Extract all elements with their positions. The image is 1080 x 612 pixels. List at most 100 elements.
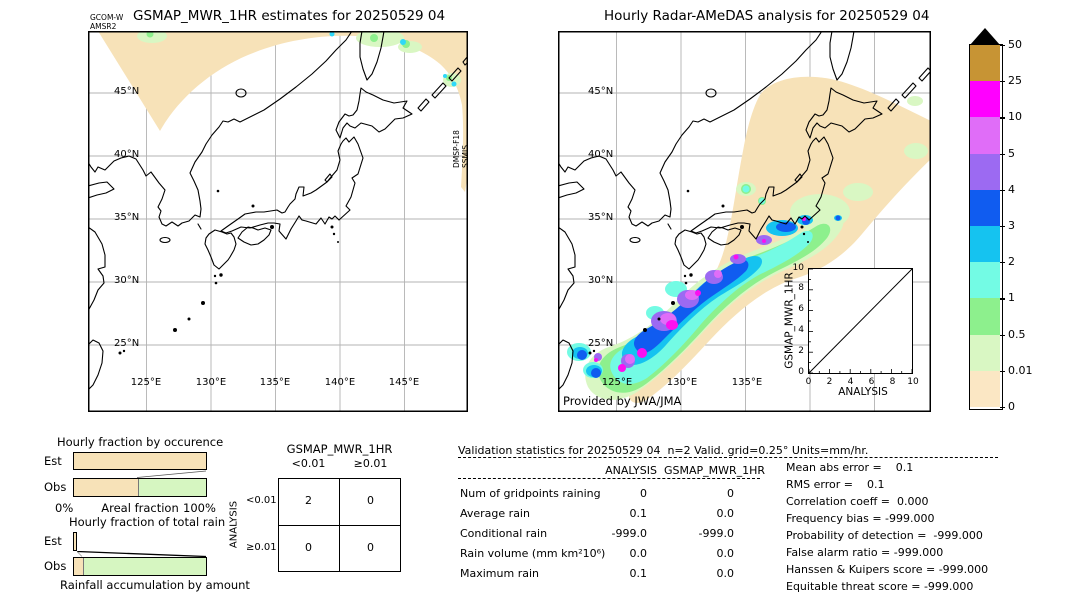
colorbar-seg-1-2 — [970, 262, 1000, 299]
stats-row-gsmap-value: -999.0 — [698, 527, 734, 540]
inset-xtick-4: 4 — [847, 377, 854, 387]
contingency-cell-11: 0 — [367, 541, 374, 554]
colorbar-seg-05-1 — [970, 298, 1000, 335]
inset-xtick-6: 6 — [868, 377, 875, 387]
inset-ytick-4: 4 — [798, 325, 804, 335]
inset-xtick-10: 10 — [907, 377, 919, 387]
occurrence-obs-label: Obs — [44, 480, 67, 494]
stats-row-label: Rain volume (mm km²10⁶) — [460, 547, 606, 560]
totalrain-caption: Rainfall accumulation by amount — [60, 578, 250, 592]
colorbar-label-3: 3 — [1008, 219, 1015, 232]
stats-divider-top — [458, 457, 998, 458]
colorbar-label-1: 1 — [1008, 291, 1015, 305]
left-lon-label-135: 135°E — [259, 377, 291, 388]
occurrence-chart-title: Hourly fraction by occurence — [57, 435, 224, 449]
stats-score-line: Equitable threat score = -999.000 — [786, 580, 974, 593]
right-lat-label-25: 25°N — [588, 338, 614, 349]
contingency-row-label-ge: ≥0.01 — [246, 542, 277, 553]
colorbar-label-25: 25 — [1008, 74, 1022, 88]
stats-row-gsmap-value: 0.0 — [716, 547, 735, 560]
colorbar-seg-10-25 — [970, 81, 1000, 118]
occurrence-est-label: Est — [44, 454, 62, 468]
colorbar-overflow-triangle — [970, 28, 1000, 45]
occurrence-est-bar — [73, 452, 207, 470]
right-lon-label-125: 125°E — [601, 377, 633, 388]
right-map-title: Hourly Radar-AMeDAS analysis for 2025052… — [604, 8, 930, 24]
inset-xtick-8: 8 — [889, 377, 896, 387]
left-lon-label-125: 125°E — [130, 377, 162, 388]
totalrain-est-label: Est — [44, 534, 62, 548]
inset-xtick-0: 0 — [805, 377, 812, 387]
stats-row-analysis-value: 0 — [640, 487, 647, 500]
colorbar-label-001: 0.01 — [1008, 363, 1033, 377]
colorbar-seg-2-3 — [970, 226, 1000, 263]
stats-score-line: False alarm ratio = -999.000 — [786, 546, 944, 559]
inset-xtick-2: 2 — [826, 377, 833, 387]
stats-col-gsmap: GSMAP_MWR_1HR — [664, 464, 766, 477]
colorbar-label-10: 10 — [1008, 110, 1022, 124]
inset-ylabel: GSMAP_MWR_1HR — [783, 272, 796, 369]
left-lat-label-45: 45°N — [114, 86, 140, 97]
stats-row-gsmap-value: 0 — [727, 487, 734, 500]
totalrain-obs-label: Obs — [44, 559, 67, 573]
left-lat-label-30: 30°N — [114, 275, 140, 286]
right-map-rain-field — [567, 76, 931, 403]
occurrence-x-right: 100% — [183, 501, 216, 515]
inset-ytick-8: 8 — [798, 283, 804, 293]
stats-row-analysis-value: -999.0 — [611, 527, 647, 540]
colorbar-seg-5-10 — [970, 117, 1000, 154]
edge-sensor-line1: DMSP-F18 — [452, 130, 461, 168]
right-lon-label-130: 130°E — [666, 377, 698, 388]
colorbar-label-0: 0 — [1008, 400, 1015, 413]
stats-score-line: RMS error = 0.1 — [786, 478, 885, 491]
edge-sensor-label: DMSP-F18 SSMIS — [452, 96, 470, 168]
colorbar-seg-001-05 — [970, 334, 1000, 371]
occurrence-obs-green-segment — [139, 479, 206, 496]
left-lat-label-35: 35°N — [114, 212, 140, 223]
stats-row-analysis-value: 0.1 — [629, 507, 648, 520]
contingency-cell-10: 0 — [305, 541, 312, 554]
left-lat-label-25: 25°N — [114, 338, 140, 349]
totalrain-obs-green-segment — [84, 558, 206, 575]
stats-score-line: Correlation coeff = 0.000 — [786, 495, 929, 508]
inset-xlabel: ANALYSIS — [838, 386, 888, 398]
colorbar-label-2: 2 — [1008, 255, 1015, 269]
left-lon-label-145: 145°E — [388, 377, 420, 388]
colorbar-seg-4-5 — [970, 153, 1000, 190]
stats-header: Validation statistics for 20250529 04 n=… — [458, 444, 869, 457]
colorbar-label-05: 0.5 — [1008, 327, 1026, 341]
occurrence-x-left: 0% — [55, 501, 74, 515]
stats-row-label: Conditional rain — [460, 527, 548, 540]
occurrence-x-title: Areal fraction — [101, 501, 179, 515]
left-sensor-label-line1: GCOM-W — [90, 13, 124, 22]
stats-col-analysis: ANALYSIS — [605, 464, 657, 477]
scatter-inset-canvas — [808, 268, 913, 374]
right-map: 45°N 40°N 35°N 30°N 25°N 125°E 130°E 135… — [557, 30, 939, 413]
totalrain-obs-bar — [73, 557, 207, 576]
left-map-swath-fill — [98, 29, 468, 192]
left-sensor-label-line2: AMSR2 — [90, 22, 117, 31]
colorbar-label-5: 5 — [1008, 146, 1015, 160]
stats-row-analysis-value: 0.1 — [629, 567, 648, 580]
contingency-cell-00: 2 — [305, 494, 312, 507]
stats-row-label: Num of gridpoints raining — [460, 487, 601, 500]
left-lon-label-130: 130°E — [195, 377, 227, 388]
colorbar-label-50: 50 — [1008, 38, 1022, 51]
left-lat-label-40: 40°N — [114, 149, 140, 160]
inset-ytick-2: 2 — [798, 346, 804, 356]
stats-score-line: Hanssen & Kuipers score = -999.000 — [786, 563, 989, 576]
contingency-row-axis-label: ANALYSIS — [228, 500, 240, 549]
stats-row-label: Average rain — [460, 507, 530, 520]
contingency-col-label-ge: ≥0.01 — [353, 457, 388, 470]
totalrain-connector — [76, 551, 207, 557]
stats-row-analysis-value: 0.0 — [629, 547, 648, 560]
right-lat-label-35: 35°N — [588, 212, 614, 223]
totalrain-est-bar — [73, 532, 77, 551]
inset-ytick-10: 10 — [792, 263, 804, 273]
colorbar-seg-3-4 — [970, 189, 1000, 226]
left-map-canvas — [87, 29, 469, 413]
right-lat-label-45: 45°N — [588, 86, 614, 97]
scatter-inset — [808, 268, 913, 374]
right-lat-label-30: 30°N — [588, 275, 614, 286]
stats-row-gsmap-value: 0.0 — [716, 567, 735, 580]
